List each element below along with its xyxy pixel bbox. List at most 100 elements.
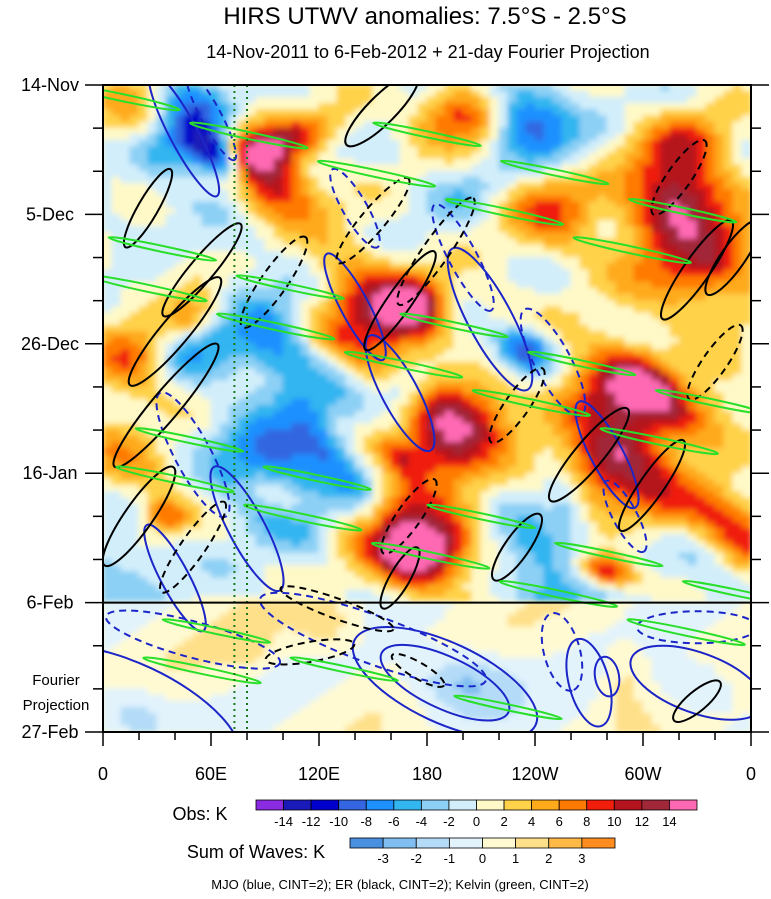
obs-cell: [444, 337, 455, 345]
obs-cell: [624, 164, 635, 172]
obs-cell: [408, 207, 419, 215]
obs-cell: [381, 318, 392, 326]
obs-cell: [363, 398, 374, 406]
obs-cell: [345, 417, 356, 425]
obs-cell: [705, 183, 716, 191]
obs-field-cells: [103, 85, 751, 604]
obs-cell: [282, 330, 293, 339]
obs-cell: [642, 441, 653, 450]
obs-cell: [462, 238, 473, 246]
obs-cell: [498, 85, 509, 92]
obs-cell: [687, 164, 698, 172]
obs-cell: [417, 170, 428, 178]
obs-cell: [516, 435, 527, 443]
obs-cell: [570, 343, 581, 351]
obs-cell: [642, 226, 653, 234]
obs-cell: [363, 90, 374, 98]
obs-cell: [507, 195, 518, 203]
obs-cell: [534, 367, 545, 376]
obs-cell: [300, 503, 311, 511]
obs-cell: [741, 281, 751, 289]
obs-cell: [660, 158, 671, 166]
obs-cell: [111, 324, 122, 332]
obs-cell: [201, 423, 212, 431]
obs-cell: [390, 269, 401, 277]
obs-cell: [723, 472, 734, 480]
obs-cell: [111, 257, 122, 265]
obs-cell: [687, 367, 698, 376]
obs-cell: [336, 109, 347, 117]
obs-cell: [579, 189, 590, 197]
obs-cell: [507, 466, 518, 474]
obs-cell: [669, 454, 680, 462]
obs-cell: [525, 429, 536, 437]
obs-cell: [228, 115, 239, 123]
obs-cell: [597, 183, 608, 191]
obs-cell: [516, 466, 527, 474]
obs-cell: [201, 448, 212, 456]
obs-cell: [201, 324, 212, 332]
obs-cell: [201, 115, 212, 123]
obs-cell: [399, 404, 410, 413]
obs-cell: [237, 189, 248, 197]
obs-cell: [678, 133, 689, 141]
obs-cell: [246, 127, 257, 135]
obs-cell: [147, 491, 158, 499]
obs-cell: [651, 281, 662, 289]
obs-cell: [192, 85, 203, 92]
obs-cell: [615, 294, 626, 302]
obs-cell: [417, 195, 428, 203]
obs-cell: [615, 392, 626, 400]
obs-cell: [192, 170, 203, 178]
obs-cell: [561, 318, 572, 326]
obs-cell: [318, 318, 329, 326]
obs-cell: [633, 454, 644, 462]
obs-cell: [696, 146, 707, 154]
obs-cell: [462, 170, 473, 178]
obs-cell: [309, 226, 320, 234]
obs-cell: [516, 367, 527, 376]
obs-cell: [390, 324, 401, 332]
obs-cell: [462, 152, 473, 160]
obs-cell: [309, 448, 320, 456]
obs-cell: [165, 139, 176, 148]
obs-cell: [174, 257, 185, 265]
obs-cell: [129, 102, 140, 111]
obs-cell: [318, 300, 329, 308]
obs-cell: [552, 232, 563, 240]
obs-cell: [336, 472, 347, 480]
obs-cell: [543, 250, 554, 259]
obs-cell: [507, 306, 518, 314]
obs-cell: [552, 85, 563, 92]
obs-cell: [363, 411, 374, 419]
obs-cell: [138, 207, 149, 215]
obs-cell: [129, 435, 140, 443]
obs-cell: [498, 189, 509, 197]
obs-cell: [201, 497, 212, 505]
obs-cell: [732, 466, 743, 474]
obs-cell: [687, 176, 698, 185]
obs-cell: [570, 324, 581, 332]
obs-cell: [372, 176, 383, 185]
obs-cell: [327, 398, 338, 406]
obs-cell: [669, 349, 680, 357]
obs-cell: [174, 441, 185, 450]
obs-cell: [138, 454, 149, 462]
obs-cell: [615, 85, 626, 92]
obs-cell: [597, 152, 608, 160]
obs-cell: [651, 127, 662, 135]
obs-cell: [237, 152, 248, 160]
obs-cell: [381, 417, 392, 425]
obs-cell: [498, 398, 509, 406]
obs-cell: [723, 269, 734, 277]
obs-cell: [345, 170, 356, 178]
obs-cell: [687, 398, 698, 406]
obs-cell: [147, 300, 158, 308]
obs-cell: [129, 195, 140, 203]
obs-cell: [687, 183, 698, 191]
obs-cell: [201, 380, 212, 388]
obs-cell: [570, 133, 581, 141]
obs-cell: [246, 337, 257, 345]
obs-cell: [579, 460, 590, 468]
obs-cell: [318, 281, 329, 289]
